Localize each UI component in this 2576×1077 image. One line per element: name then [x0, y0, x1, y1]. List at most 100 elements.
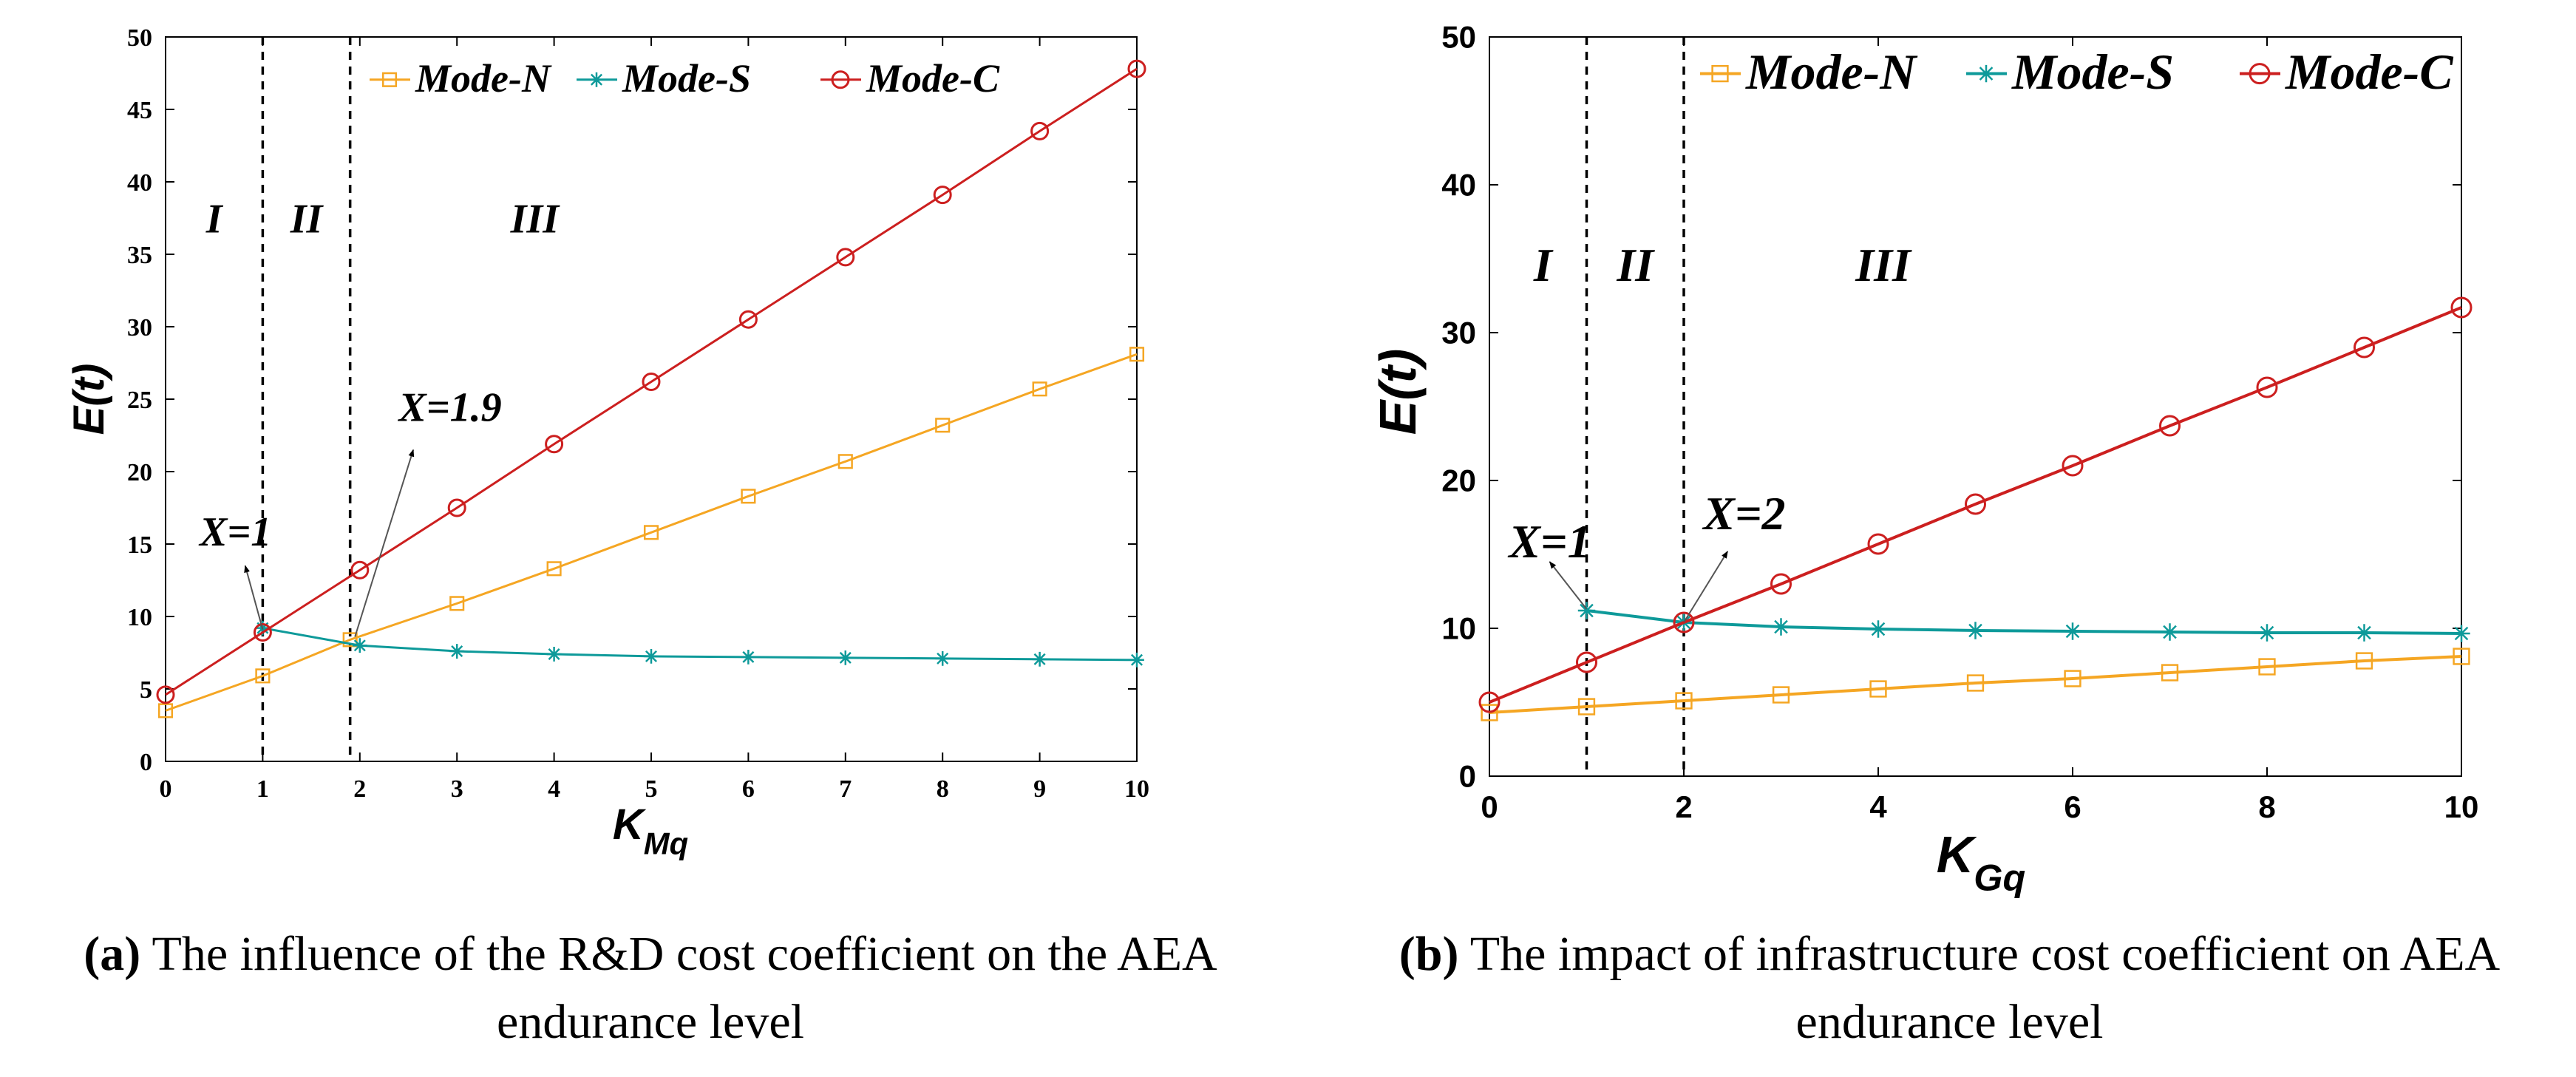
data-point-mode-c — [1965, 493, 1986, 515]
data-point-mode-c — [545, 435, 564, 454]
data-point-mode-n — [255, 668, 271, 684]
data-point-mode-n — [1481, 704, 1498, 721]
data-point-mode-n — [1772, 686, 1790, 704]
region-label: III — [510, 197, 561, 242]
data-point-mode-n — [1577, 698, 1596, 716]
y-tick-label: 0 — [140, 749, 152, 776]
x-tick-label: 8 — [937, 775, 949, 803]
legend-marker-mode-s — [589, 72, 604, 87]
caption-b: (b) The impact of infrastructure cost co… — [1323, 920, 2576, 1056]
y-tick-label: 15 — [127, 531, 152, 559]
annotation-label: X=1 — [1507, 515, 1591, 568]
data-point-mode-c — [1867, 533, 1889, 555]
plot-area-b — [1489, 36, 2462, 777]
data-point-mode-c — [1770, 573, 1792, 595]
data-point-mode-n — [2258, 658, 2276, 676]
legend-label-mode-s: Mode-S — [622, 56, 751, 101]
x-tick-label: 1 — [256, 775, 269, 803]
region-label: II — [290, 197, 324, 242]
data-point-mode-n — [2355, 652, 2373, 670]
data-point-mode-n — [342, 632, 358, 648]
data-point-mode-c — [933, 186, 952, 205]
legend-label-mode-n: Mode-N — [415, 56, 552, 101]
data-point-mode-c — [350, 560, 370, 580]
data-point-mode-n — [1032, 381, 1047, 397]
x-tick-label: 4 — [548, 775, 560, 803]
x-tick-label: 6 — [2064, 789, 2081, 824]
data-point-mode-n — [2453, 648, 2470, 665]
x-axis-label: KMq — [613, 801, 688, 860]
series-line-mode-n — [165, 353, 1138, 712]
legend-label-mode-c: Mode-C — [2285, 44, 2453, 100]
data-point-mode-s — [2355, 624, 2373, 642]
data-point-mode-n — [741, 489, 756, 504]
data-point-mode-s — [2258, 624, 2276, 642]
y-tick-label: 5 — [140, 676, 152, 704]
data-point-mode-c — [1478, 691, 1501, 713]
y-tick-label: 50 — [127, 24, 152, 52]
y-tick-label: 30 — [127, 314, 152, 342]
data-point-mode-n — [157, 703, 174, 718]
legend-label-mode-n: Mode-N — [1745, 44, 1918, 100]
data-point-mode-n — [1869, 680, 1887, 698]
data-point-mode-c — [2354, 336, 2375, 359]
legend-label-mode-c: Mode-C — [866, 56, 1000, 101]
y-tick-label: 25 — [127, 387, 152, 414]
caption-a-text: The influence of the R&D cost coefficien… — [152, 927, 1217, 1049]
legend-marker-mode-n — [381, 72, 398, 87]
x-tick-label: 10 — [1124, 775, 1149, 803]
data-point-mode-c — [253, 623, 272, 642]
data-point-mode-s — [2161, 623, 2179, 641]
data-point-mode-c — [642, 372, 661, 391]
region-label: I — [205, 197, 224, 242]
caption-b-label: (b) — [1399, 927, 1459, 981]
y-tick-label: 45 — [127, 97, 152, 124]
x-tick-label: 3 — [451, 775, 463, 803]
x-tick-label: 2 — [1675, 789, 1692, 824]
y-tick-label: 35 — [127, 242, 152, 269]
annotation-arrow — [1683, 551, 1729, 623]
data-point-mode-s — [449, 644, 465, 659]
y-tick-label: 30 — [1441, 316, 1476, 350]
data-point-mode-n — [1129, 347, 1145, 362]
legend-marker-mode-s — [1977, 64, 1995, 83]
region-label: III — [1855, 239, 1912, 291]
data-point-mode-c — [2450, 296, 2473, 319]
legend-marker-mode-c — [2249, 63, 2271, 85]
data-point-mode-c — [2062, 455, 2084, 477]
data-point-mode-c — [1030, 121, 1050, 140]
x-tick-label: 2 — [353, 775, 366, 803]
data-point-mode-c — [2159, 415, 2181, 437]
region-label: II — [1616, 239, 1655, 291]
data-point-mode-n — [643, 525, 659, 540]
data-point-mode-s — [2453, 625, 2470, 642]
data-point-mode-c — [1576, 651, 1597, 673]
data-point-mode-n — [2161, 664, 2179, 682]
x-tick-label: 5 — [645, 775, 658, 803]
legend-marker-mode-c — [831, 70, 850, 89]
region-label: I — [1533, 239, 1554, 291]
data-point-mode-s — [1577, 602, 1596, 619]
annotation-label: X=1 — [198, 509, 271, 555]
legend-marker-mode-n — [1711, 64, 1729, 83]
x-tick-label: 4 — [1869, 789, 1887, 824]
caption-a-label: (a) — [84, 927, 141, 981]
data-point-mode-s — [741, 649, 756, 665]
data-point-mode-s — [1032, 651, 1047, 667]
y-tick-label: 0 — [1459, 759, 1476, 794]
data-point-mode-c — [1673, 611, 1695, 633]
data-point-mode-c — [2256, 376, 2278, 398]
x-axis-label: KGq — [1937, 826, 2026, 899]
y-tick-label: 20 — [127, 459, 152, 486]
data-point-mode-s — [644, 649, 659, 664]
data-point-mode-s — [837, 650, 853, 665]
series-line-mode-n — [1489, 655, 2462, 714]
data-point-mode-c — [447, 498, 466, 517]
series-line-mode-c — [1489, 306, 2462, 704]
legend-label-mode-s: Mode-S — [2011, 44, 2174, 100]
data-point-mode-s — [352, 638, 367, 653]
annotation-arrow — [1549, 561, 1588, 610]
y-tick-label: 50 — [1441, 20, 1476, 55]
x-tick-label: 9 — [1033, 775, 1046, 803]
y-tick-label: 20 — [1441, 463, 1476, 498]
